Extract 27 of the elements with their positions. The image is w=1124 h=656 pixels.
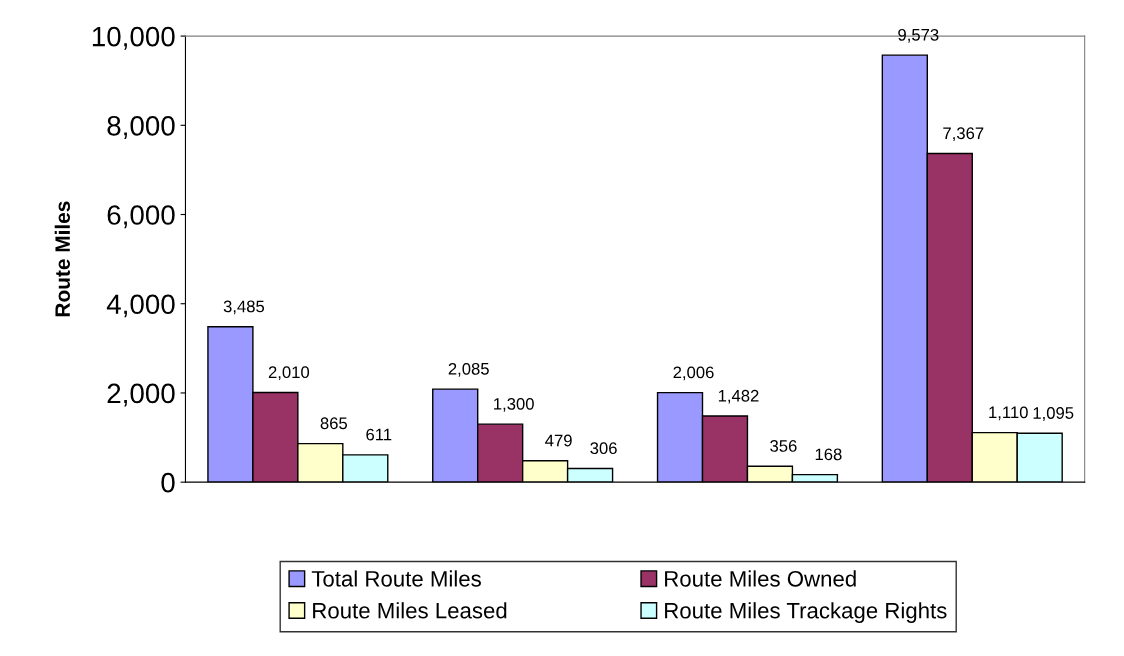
y-axis-title: Route Miles [54,201,70,317]
data-label: 356 [770,440,797,452]
data-label: 2,085 [448,362,489,377]
data-label: 865 [320,417,348,430]
data-label: 168 [815,448,842,461]
data-label: 3,485 [223,300,265,315]
legend-label: Route Miles Leased [313,602,507,619]
y-tick-label: 0 [161,472,175,493]
y-tick-label: 10,000 [92,26,175,50]
data-label: 2,006 [673,366,714,381]
y-tick-label: 8,000 [107,115,175,139]
data-label: 1,110 [989,406,1028,421]
data-label: 9,573 [898,28,939,43]
y-tick-label: 6,000 [107,205,175,229]
legend-label: Route Miles Owned [665,570,856,587]
data-label: 1,300 [494,397,534,412]
y-tick-label: 2,000 [107,383,175,407]
data-label: 1,482 [718,389,759,404]
y-tick-label: 4,000 [106,294,175,318]
data-label: 7,367 [943,127,984,142]
data-label: 2,010 [268,366,310,381]
legend-label: Route Miles Trackage Rights [665,602,947,623]
legend-label: Total Route Miles [311,570,481,587]
data-label: 611 [366,428,392,441]
data-label: 479 [545,434,572,447]
data-label: 306 [590,442,617,455]
data-label: 1,095 [1033,407,1074,421]
